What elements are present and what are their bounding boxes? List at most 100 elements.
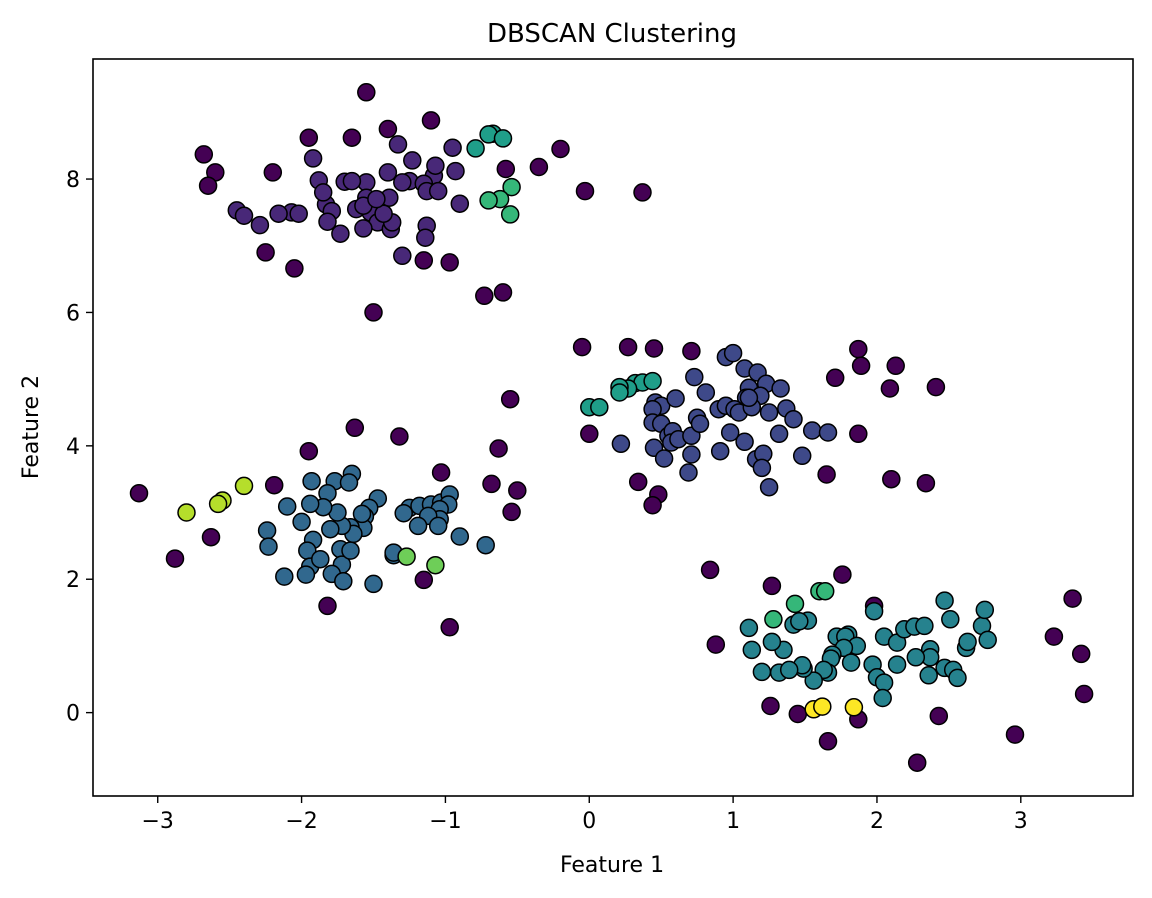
data-point-noise — [165, 549, 185, 568]
data-point-c3 — [975, 600, 995, 620]
data-point-c3 — [915, 616, 934, 636]
data-point-c0 — [426, 156, 445, 175]
y-tick-label: 0 — [66, 702, 80, 727]
data-point-noise — [643, 495, 662, 515]
data-point-c1 — [802, 421, 822, 440]
data-point-c0 — [367, 189, 386, 209]
data-point-c0 — [403, 151, 422, 170]
data-point-noise — [489, 439, 508, 458]
data-point-c3 — [841, 653, 861, 672]
data-point-noise — [833, 565, 852, 584]
data-point-c8 — [813, 697, 832, 716]
data-point-noise — [761, 696, 780, 716]
data-point-c3 — [762, 632, 782, 652]
data-point-c1 — [720, 423, 740, 442]
data-point-noise — [256, 243, 275, 262]
data-point-c2 — [428, 516, 448, 536]
data-point-noise — [263, 163, 283, 182]
data-point-noise — [929, 706, 949, 726]
data-point-c2 — [334, 571, 353, 591]
data-point-noise — [628, 472, 648, 492]
data-point-c2 — [321, 519, 340, 539]
data-point-c2 — [300, 494, 320, 514]
x-tick-label: 2 — [870, 809, 884, 834]
data-point-noise — [880, 379, 900, 398]
data-point-c2 — [364, 574, 383, 594]
data-point-noise — [580, 424, 599, 444]
data-point-c0 — [446, 161, 465, 181]
y-tick-label: 2 — [66, 568, 80, 593]
data-point-c2 — [259, 537, 278, 556]
data-point-c5 — [479, 191, 498, 210]
data-point-noise — [500, 389, 520, 409]
data-point-c0 — [393, 246, 412, 266]
data-point-c0 — [342, 171, 362, 191]
data-point-c0 — [318, 212, 337, 231]
data-point-c2 — [277, 497, 297, 516]
data-point-c3 — [790, 612, 809, 631]
data-point-c3 — [873, 688, 892, 708]
data-point-c3 — [752, 662, 772, 682]
data-point-c1 — [685, 367, 704, 387]
data-point-c0 — [450, 194, 470, 213]
data-point-c1 — [784, 409, 803, 429]
data-point-c1 — [690, 414, 710, 434]
data-point-noise — [1074, 684, 1094, 704]
data-point-noise — [440, 253, 459, 272]
data-point-c0 — [289, 204, 308, 223]
data-point-c3 — [864, 601, 884, 621]
data-point-noise — [618, 337, 638, 357]
data-point-noise — [1005, 725, 1025, 744]
data-point-noise — [390, 427, 409, 446]
data-point-noise — [493, 283, 513, 302]
data-point-noise — [129, 483, 149, 503]
data-point-noise — [364, 303, 383, 322]
y-axis-label: Feature 2 — [19, 375, 44, 479]
data-point-c1 — [769, 424, 789, 444]
data-point-noise — [916, 473, 936, 493]
data-point-c5 — [500, 205, 520, 224]
data-point-c0 — [354, 219, 373, 238]
data-point-noise — [414, 570, 434, 590]
data-point-c3 — [919, 666, 938, 685]
x-tick-label: 0 — [582, 809, 596, 834]
data-point-c0 — [378, 163, 398, 182]
data-point-c0 — [374, 204, 393, 223]
data-point-c3 — [906, 648, 926, 667]
data-point-c1 — [759, 477, 779, 497]
data-point-c7 — [208, 494, 228, 514]
chart-title: DBSCAN Clustering — [487, 19, 737, 49]
data-point-noise — [926, 377, 946, 397]
data-point-noise — [551, 139, 570, 159]
data-point-noise — [482, 474, 501, 494]
data-point-c6 — [397, 547, 416, 566]
data-point-noise — [431, 463, 451, 482]
data-point-c7 — [234, 476, 254, 496]
x-tick-label: −2 — [285, 809, 317, 834]
data-point-noise — [700, 560, 720, 580]
data-point-c0 — [416, 228, 435, 247]
data-point-noise — [299, 441, 319, 461]
data-point-c0 — [393, 173, 412, 192]
data-point-noise — [475, 286, 494, 306]
data-point-c3 — [779, 660, 799, 680]
x-tick-label: −3 — [142, 809, 174, 834]
data-point-c1 — [682, 445, 701, 464]
data-point-c1 — [679, 463, 698, 482]
data-point-c2 — [408, 516, 428, 536]
data-point-c3 — [804, 671, 823, 690]
data-point-noise — [633, 183, 652, 202]
data-point-c0 — [331, 224, 350, 243]
data-point-c3 — [941, 610, 960, 629]
data-point-c4 — [610, 383, 629, 402]
y-tick-label: 4 — [66, 435, 80, 460]
data-point-c0 — [428, 181, 448, 201]
data-point-c0 — [313, 183, 333, 202]
data-point-c0 — [443, 138, 462, 157]
data-point-c2 — [339, 473, 359, 492]
data-point-c0 — [234, 206, 254, 225]
data-point-c1 — [752, 458, 772, 478]
data-point-noise — [849, 424, 868, 444]
data-point-c2 — [476, 535, 495, 555]
